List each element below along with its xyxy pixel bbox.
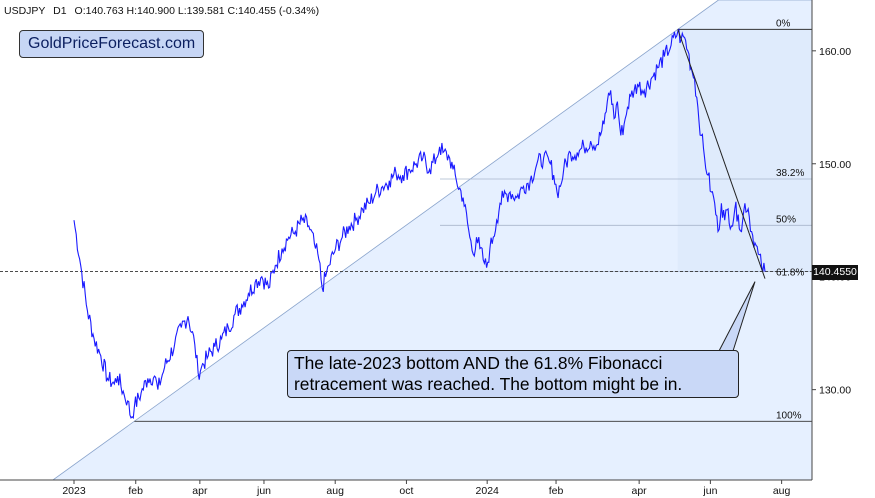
header-symbol: USDJPY — [4, 5, 45, 17]
fib-level-label: 38.2% — [776, 168, 804, 179]
time-tick-label: apr — [632, 485, 648, 497]
decline-trendline — [677, 29, 766, 279]
price-tick-label: 130.00 — [819, 385, 851, 397]
time-tick-label: feb — [128, 485, 143, 497]
price-tick-label: 150.00 — [819, 159, 851, 171]
time-tick-label: jun — [702, 485, 717, 497]
price-tick-label: 160.00 — [819, 46, 851, 58]
fib-level-label: 100% — [776, 410, 802, 421]
header-ohlc: O:140.763 H:140.900 L:139.581 C:140.455 … — [75, 5, 320, 17]
usdjpy-price-line — [73, 28, 766, 420]
chart-header: USDJPY D1 O:140.763 H:140.900 L:139.581 … — [4, 5, 319, 17]
fib-level-label: 0% — [776, 18, 791, 29]
fibonacci-labels: 0% 38.2% 50% 61.8% 100% — [776, 18, 804, 421]
time-axis: 2023 feb apr jun aug oct 2024 feb apr jun aug — [62, 480, 791, 497]
time-tick-label: oct — [399, 485, 413, 497]
annotation-callout: The late-2023 bottom AND the 61.8% Fibon… — [287, 350, 739, 398]
time-tick-label: jun — [256, 485, 271, 497]
fibonacci-zone — [677, 29, 812, 272]
current-price-tag: 140.4550 — [812, 265, 858, 280]
fib-level-label: 61.8% — [776, 268, 804, 279]
time-tick-label: 2023 — [62, 485, 86, 497]
time-tick-label: aug — [326, 485, 344, 497]
brand-watermark: GoldPriceForecast.com — [19, 30, 205, 58]
fib-level-label: 50% — [776, 214, 796, 225]
time-tick-label: feb — [549, 485, 564, 497]
time-tick-label: apr — [192, 485, 208, 497]
time-tick-label: aug — [773, 485, 791, 497]
time-tick-label: 2024 — [476, 485, 500, 497]
header-timeframe: D1 — [53, 5, 67, 17]
